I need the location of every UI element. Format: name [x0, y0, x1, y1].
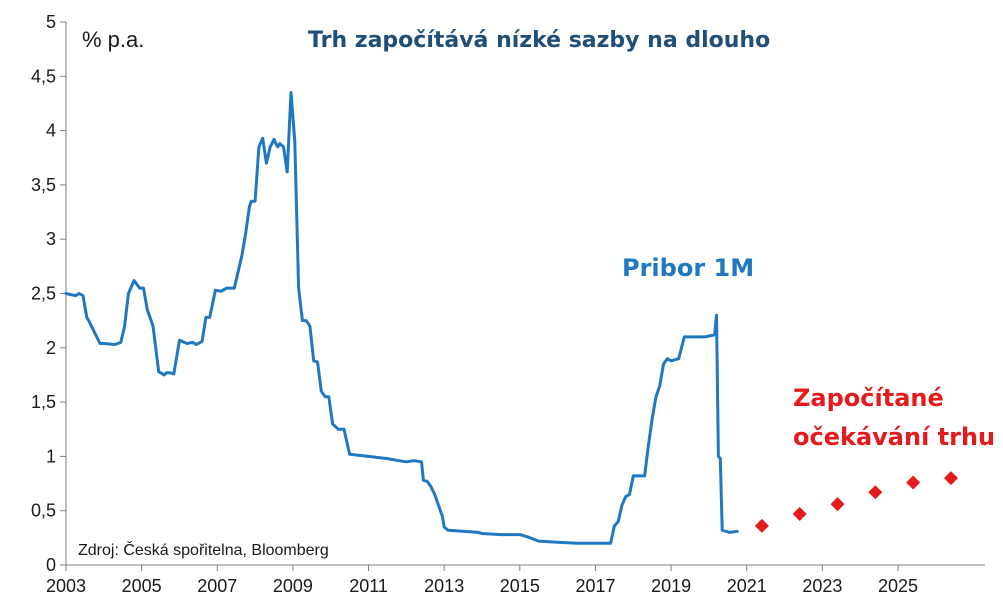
y-axis-unit-label: % p.a. — [82, 27, 144, 52]
x-tick-label: 2007 — [197, 576, 237, 596]
expectation-marker — [755, 519, 769, 533]
y-tick-label: 4 — [46, 121, 56, 141]
y-tick-label: 3,5 — [31, 175, 56, 195]
y-tick-label: 1 — [46, 446, 56, 466]
axes — [60, 22, 985, 571]
x-tick-label: 2017 — [575, 576, 615, 596]
series-layer — [66, 93, 958, 544]
x-tick-label: 2013 — [424, 576, 464, 596]
x-tick-labels: 2003 2005 2007 2009 2011 2013 2015 2017 2019 2021… — [46, 576, 918, 596]
y-tick-label: 3 — [46, 229, 56, 249]
x-tick-label: 2023 — [802, 576, 842, 596]
expectation-marker — [793, 507, 807, 521]
y-tick-labels: 0 0,5 1 1,5 2 2,5 3 3,5 4 4,5 5 — [31, 12, 56, 575]
y-tick-label: 2,5 — [31, 284, 56, 304]
y-tick-label: 1,5 — [31, 392, 56, 412]
y-tick-label: 2 — [46, 338, 56, 358]
y-tick-label: 4,5 — [31, 66, 56, 86]
expectations-label-line1: Započítané — [793, 384, 944, 412]
pribor-1m-line — [66, 93, 737, 544]
x-tick-label: 2021 — [727, 576, 767, 596]
x-tick-label: 2025 — [878, 576, 918, 596]
expectation-marker — [944, 471, 958, 485]
x-tick-label: 2005 — [122, 576, 162, 596]
x-tick-label: 2015 — [500, 576, 540, 596]
pribor-series-label: Pribor 1M — [622, 254, 754, 282]
expectation-marker — [906, 475, 920, 489]
expectation-marker — [868, 485, 882, 499]
x-tick-label: 2009 — [273, 576, 313, 596]
y-tick-label: 0 — [46, 555, 56, 575]
x-tick-label: 2019 — [651, 576, 691, 596]
chart-title: Trh započítává nízké sazby na dlouho — [308, 28, 770, 53]
expectation-marker — [831, 497, 845, 511]
x-tick-label: 2003 — [46, 576, 86, 596]
x-tick-label: 2011 — [349, 576, 388, 596]
source-note: Zdroj: Česká spořitelna, Bloomberg — [78, 540, 329, 559]
y-tick-label: 0,5 — [31, 501, 56, 521]
y-tick-label: 5 — [46, 12, 56, 32]
expectations-label-line2: očekávání trhu — [793, 423, 995, 451]
